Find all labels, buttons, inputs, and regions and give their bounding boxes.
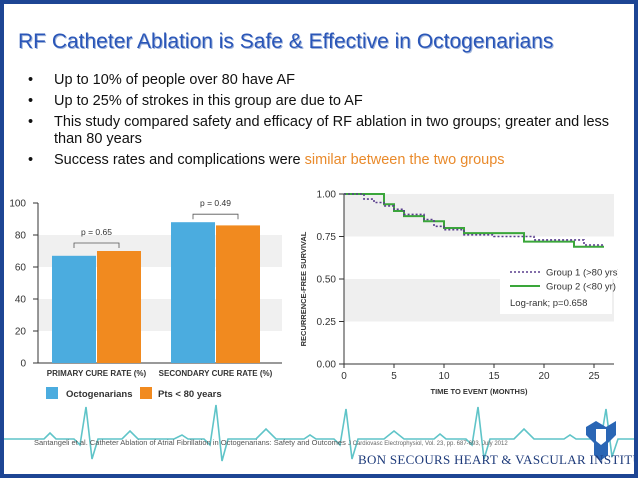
chart-bands [344,194,614,322]
x-tick-label: 15 [488,371,500,382]
y-tick-label: 0.25 [317,317,337,328]
y-tick-label: 20 [15,327,27,338]
x-tick-label: 0 [341,371,347,382]
y-tick-label: 1.00 [317,190,337,201]
brand-wordmark: BON SECOURS HEART & VASCULAR INSTITUTE [358,452,634,467]
p-value-label: p = 0.49 [200,198,231,208]
km-legend: Group 1 (>80 yrs) Group 2 (<80 yr) Log-ran… [500,262,618,314]
legend-label-group2: Group 2 (<80 yr) [546,282,616,293]
bullet-text: This study compared safety and efficacy … [54,114,610,147]
bar-under-80-1 [216,225,260,363]
legend-swatch-under-80 [140,387,152,399]
x-axis: PRIMARY CURE RATE (%) SECONDARY CURE RATE… [47,369,273,378]
series-line-group1 [344,193,604,246]
slide-canvas: RF Catheter Ablation is Safe & Effective… [4,4,634,474]
bullet-item: Up to 25% of strokes in this group are d… [24,93,614,110]
bullet-highlight: similar between the two groups [304,152,505,168]
bullet-item: This study compared safety and efficacy … [24,114,614,148]
y-tick-label: 80 [15,231,27,242]
km-chart: 0.00 0.25 0.50 0.75 1.00 0 5 10 15 20 25 TIME TO EV… [299,190,618,397]
legend-note: Log-rank; p=0.658 [510,298,587,309]
x-tick-label: 25 [588,371,600,382]
legend-box [500,262,612,314]
x-tick-label: 20 [538,371,550,382]
p-value-label: p = 0.65 [81,227,112,237]
y-tick-label: 0.00 [317,360,337,371]
bullet-text: Up to 25% of strokes in this group are d… [54,93,363,109]
journal-ref: J Cardiovasc Electrophysiol, Vol. 23, pp… [347,441,508,447]
cross-logo-icon [586,421,616,461]
legend-label-octogenarians: Octogenarians [66,389,133,400]
p-bracket [192,213,239,220]
category-label: PRIMARY CURE RATE (%) [47,369,147,378]
x-tick-label: 10 [438,371,450,382]
bullet-item: Up to 10% of people over 80 have AF [24,72,614,89]
bar-marks [52,222,260,363]
x-tick-label: 5 [391,371,397,382]
category-label: SECONDARY CURE RATE (%) [159,369,273,378]
y-tick-label: 60 [15,263,27,274]
bar-chart: 0 20 40 60 80 100 p = 0.65 p = 0.49 PRIMARY CU… [9,198,282,400]
chart-band [344,194,614,237]
bullet-list: Up to 10% of people over 80 have AF Up t… [24,72,614,173]
axes: 0.00 0.25 0.50 0.75 1.00 0 5 10 15 20 25 TIME TO EV… [299,190,614,396]
survival-lines [344,193,604,248]
bullet-text: Up to 10% of people over 80 have AF [54,72,296,88]
citation: Santangeli et al. Catheter Ablation of A… [34,438,508,447]
p-annotations: p = 0.65 p = 0.49 [73,198,239,248]
bar-octogenarians-1 [171,222,215,363]
y-tick-label: 0.75 [317,232,337,243]
bar-under-80-0 [97,251,141,363]
ecg-decoration [4,404,634,462]
y-tick-label: 100 [9,199,26,210]
legend-label-group1: Group 1 (>80 yrs) [546,268,618,279]
legend-label-under-80: Pts < 80 years [158,389,222,400]
bar-octogenarians-0 [52,255,96,363]
x-axis-title: TIME TO EVENT (MONTHS) [431,387,528,396]
y-tick-label: 0.50 [317,275,337,286]
slide-title: RF Catheter Ablation is Safe & Effective… [18,30,554,53]
y-tick-label: 0 [20,359,26,370]
y-tick-label: 40 [15,295,27,306]
ecg-trace [4,404,634,462]
citation-text: Santangeli et al. Catheter Ablation of A… [34,438,346,447]
bullet-text: Success rates and complications were [54,152,305,168]
p-bracket [73,242,120,248]
legend-swatch-octogenarians [46,387,58,399]
y-axis-title: RECURRENCE-FREE SURVIVAL [299,231,308,346]
bar-legend: Octogenarians Pts < 80 years [46,387,222,400]
bullet-item: Success rates and complications were sim… [24,152,614,169]
